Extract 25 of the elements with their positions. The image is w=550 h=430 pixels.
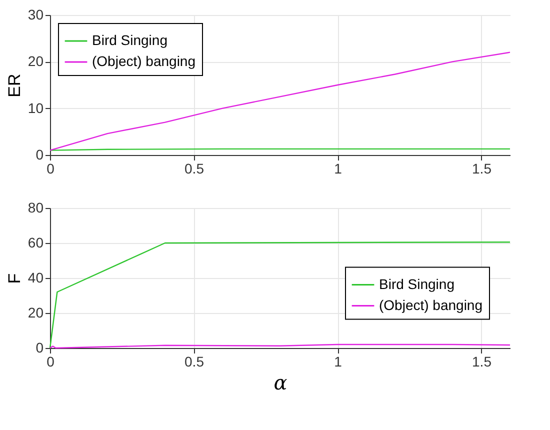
y-tick-label: 20 <box>28 304 44 320</box>
y-tick-label: 10 <box>28 100 44 116</box>
y-tick-label: 0 <box>36 146 44 162</box>
y-axis-title: F <box>4 273 24 284</box>
y-tick-label: 20 <box>28 53 44 70</box>
x-tick-label: 0.5 <box>184 354 204 370</box>
legend-label: (Object) banging <box>92 53 196 69</box>
legend-label: Bird Singing <box>379 276 454 292</box>
y-tick-label: 40 <box>28 270 44 286</box>
x-tick-label: 1 <box>334 160 342 176</box>
line-series <box>49 52 511 151</box>
x-tick-label: 1.5 <box>472 354 492 370</box>
x-tick-label: 0.5 <box>184 160 204 176</box>
y-tick-label: 30 <box>28 6 44 22</box>
legend-label: (Object) banging <box>379 296 483 313</box>
x-tick-label: 0 <box>46 354 55 370</box>
x-tick-label: 0 <box>46 160 55 176</box>
x-tick-label: 1 <box>334 354 342 370</box>
y-tick-label: 80 <box>28 200 44 216</box>
legend-label: Bird Singing <box>92 32 168 48</box>
x-tick-label: 1.5 <box>472 160 492 176</box>
y-tick-label: 60 <box>28 234 44 250</box>
y-tick-label: 0 <box>36 340 44 356</box>
x-axis-title: α <box>274 370 288 394</box>
y-axis-title: ER <box>4 74 24 98</box>
